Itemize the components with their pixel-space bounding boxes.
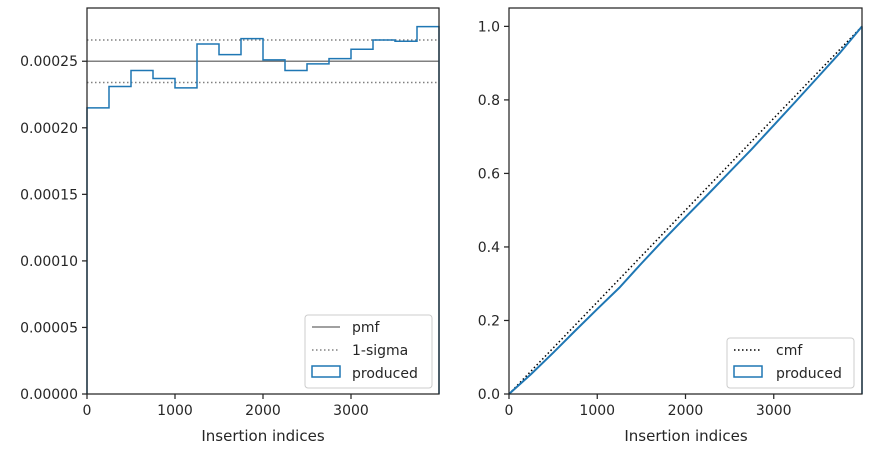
right-axes-frame — [508, 7, 863, 395]
left-x-axis-label: Insertion indices — [201, 427, 324, 445]
left-x-tick-label: 0 — [83, 403, 92, 419]
left-chart-pmf: 0 1000 2000 3000 0.00000 0.00005 0.00010 0.0001… — [20, 7, 440, 445]
right-y-tick-label: 0.0 — [478, 387, 500, 403]
left-y-tick-label: 0.00020 — [20, 121, 78, 137]
produced-histogram — [86, 25, 440, 394]
right-x-tick-label: 1000 — [579, 403, 615, 419]
right-legend: cmf produced — [726, 337, 855, 389]
left-plot-area — [86, 25, 440, 394]
legend-cmf-label: cmf — [776, 343, 803, 359]
right-x-tick-label: 3000 — [756, 403, 792, 419]
cmf-line — [508, 25, 863, 395]
right-y-tick-label: 0.4 — [478, 240, 500, 256]
left-y-tick-label: 0.00010 — [20, 254, 78, 270]
left-tick-group: 0 1000 2000 3000 0.00000 0.00005 0.00010 0.0001… — [20, 54, 369, 419]
legend-pmf-label: pmf — [352, 320, 381, 336]
left-y-tick-label: 0.00005 — [20, 320, 78, 336]
left-y-tick-label: 0.00015 — [20, 187, 78, 203]
legend-produced-label: produced — [352, 366, 418, 382]
left-x-tick-label: 2000 — [245, 403, 281, 419]
right-x-axis-label: Insertion indices — [624, 427, 747, 445]
right-y-tick-label: 0.6 — [478, 166, 500, 182]
right-y-tick-label: 0.2 — [478, 313, 500, 329]
left-legend-frame — [304, 314, 433, 389]
legend-sigma-label: 1-sigma — [352, 343, 408, 359]
right-x-tick-label: 2000 — [668, 403, 704, 419]
left-y-tick-label: 0.00025 — [20, 54, 78, 70]
right-chart-cmf: 0 1000 2000 3000 0.0 0.2 0.4 0.6 0.8 1.0 Insertio… — [478, 7, 863, 445]
left-x-tick-label: 1000 — [157, 403, 193, 419]
right-x-tick-label: 0 — [505, 403, 514, 419]
right-y-tick-label: 1.0 — [478, 19, 500, 35]
legend-produced-label-right: produced — [776, 366, 842, 382]
right-y-tick-label: 0.8 — [478, 93, 500, 109]
legend-produced-patch-right — [733, 365, 763, 378]
left-x-tick-label: 3000 — [333, 403, 369, 419]
left-legend: pmf 1-sigma produced — [304, 314, 433, 389]
legend-produced-patch — [311, 365, 341, 378]
produced-cumulative-line — [508, 25, 863, 395]
left-y-tick-label: 0.00000 — [20, 387, 78, 403]
right-tick-group: 0 1000 2000 3000 0.0 0.2 0.4 0.6 0.8 1.0 — [478, 19, 792, 419]
